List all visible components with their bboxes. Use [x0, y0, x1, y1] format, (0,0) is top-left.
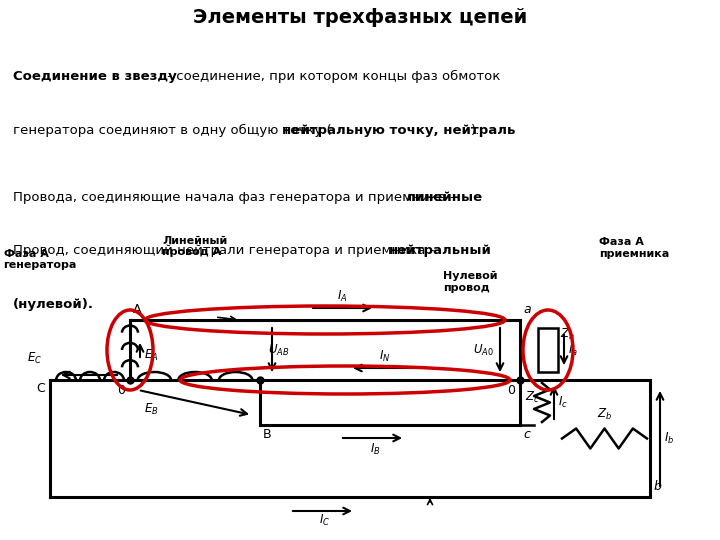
Text: c: c — [523, 428, 530, 441]
Text: нейтральный: нейтральный — [389, 244, 492, 257]
Text: B: B — [263, 428, 271, 441]
Text: $I_b$: $I_b$ — [664, 431, 675, 446]
Text: Соединение в звезду: Соединение в звезду — [13, 70, 176, 83]
Text: $I_N$: $I_N$ — [379, 349, 391, 364]
Text: Линейный
провод А: Линейный провод А — [162, 236, 228, 258]
Text: Нулевой
провод: Нулевой провод — [443, 271, 498, 293]
Text: 0: 0 — [507, 384, 515, 397]
Text: линейные: линейные — [405, 191, 482, 204]
Text: (нулевой).: (нулевой). — [13, 298, 94, 310]
Text: 0: 0 — [117, 384, 125, 397]
Text: b: b — [654, 480, 662, 493]
Text: $U_{AB}$: $U_{AB}$ — [268, 342, 289, 357]
Text: $Z_c$: $Z_c$ — [526, 390, 540, 405]
Text: Элементы трехфазных цепей: Элементы трехфазных цепей — [193, 9, 527, 28]
Bar — [538, 328, 558, 372]
Text: Фаза А
приемника: Фаза А приемника — [599, 237, 670, 259]
Text: $I_C$: $I_C$ — [320, 513, 330, 528]
Text: $E_C$: $E_C$ — [27, 351, 42, 366]
Text: $E_B$: $E_B$ — [144, 402, 158, 417]
Text: Провода, соединяющие начала фаз генератора и приемника -: Провода, соединяющие начала фаз генерато… — [13, 191, 459, 204]
Text: C: C — [36, 382, 45, 395]
Text: ).: ). — [471, 124, 480, 137]
Text: $Z_b$: $Z_b$ — [597, 407, 612, 422]
Text: A: A — [133, 303, 142, 316]
Text: $E_A$: $E_A$ — [144, 347, 158, 362]
Text: $Z_a$: $Z_a$ — [560, 327, 575, 342]
Text: .: . — [462, 191, 467, 204]
Text: Фаза А
генератора: Фаза А генератора — [4, 248, 77, 270]
Text: $I_c$: $I_c$ — [558, 395, 568, 410]
Text: $I_a$: $I_a$ — [568, 342, 578, 357]
Text: $I_A$: $I_A$ — [337, 289, 347, 304]
Text: нейтральную точку, нейтраль: нейтральную точку, нейтраль — [282, 124, 516, 137]
Text: - соединение, при котором концы фаз обмоток: - соединение, при котором концы фаз обмо… — [163, 70, 500, 83]
Text: генератора соединяют в одну общую точку (: генератора соединяют в одну общую точку … — [13, 124, 332, 137]
Text: $U_{A0}$: $U_{A0}$ — [473, 342, 494, 357]
Text: $I_B$: $I_B$ — [369, 442, 380, 457]
Text: a: a — [523, 303, 531, 316]
Text: Провод, соединяющий нейтрали генератора и приемника -: Провод, соединяющий нейтрали генератора … — [13, 244, 438, 257]
